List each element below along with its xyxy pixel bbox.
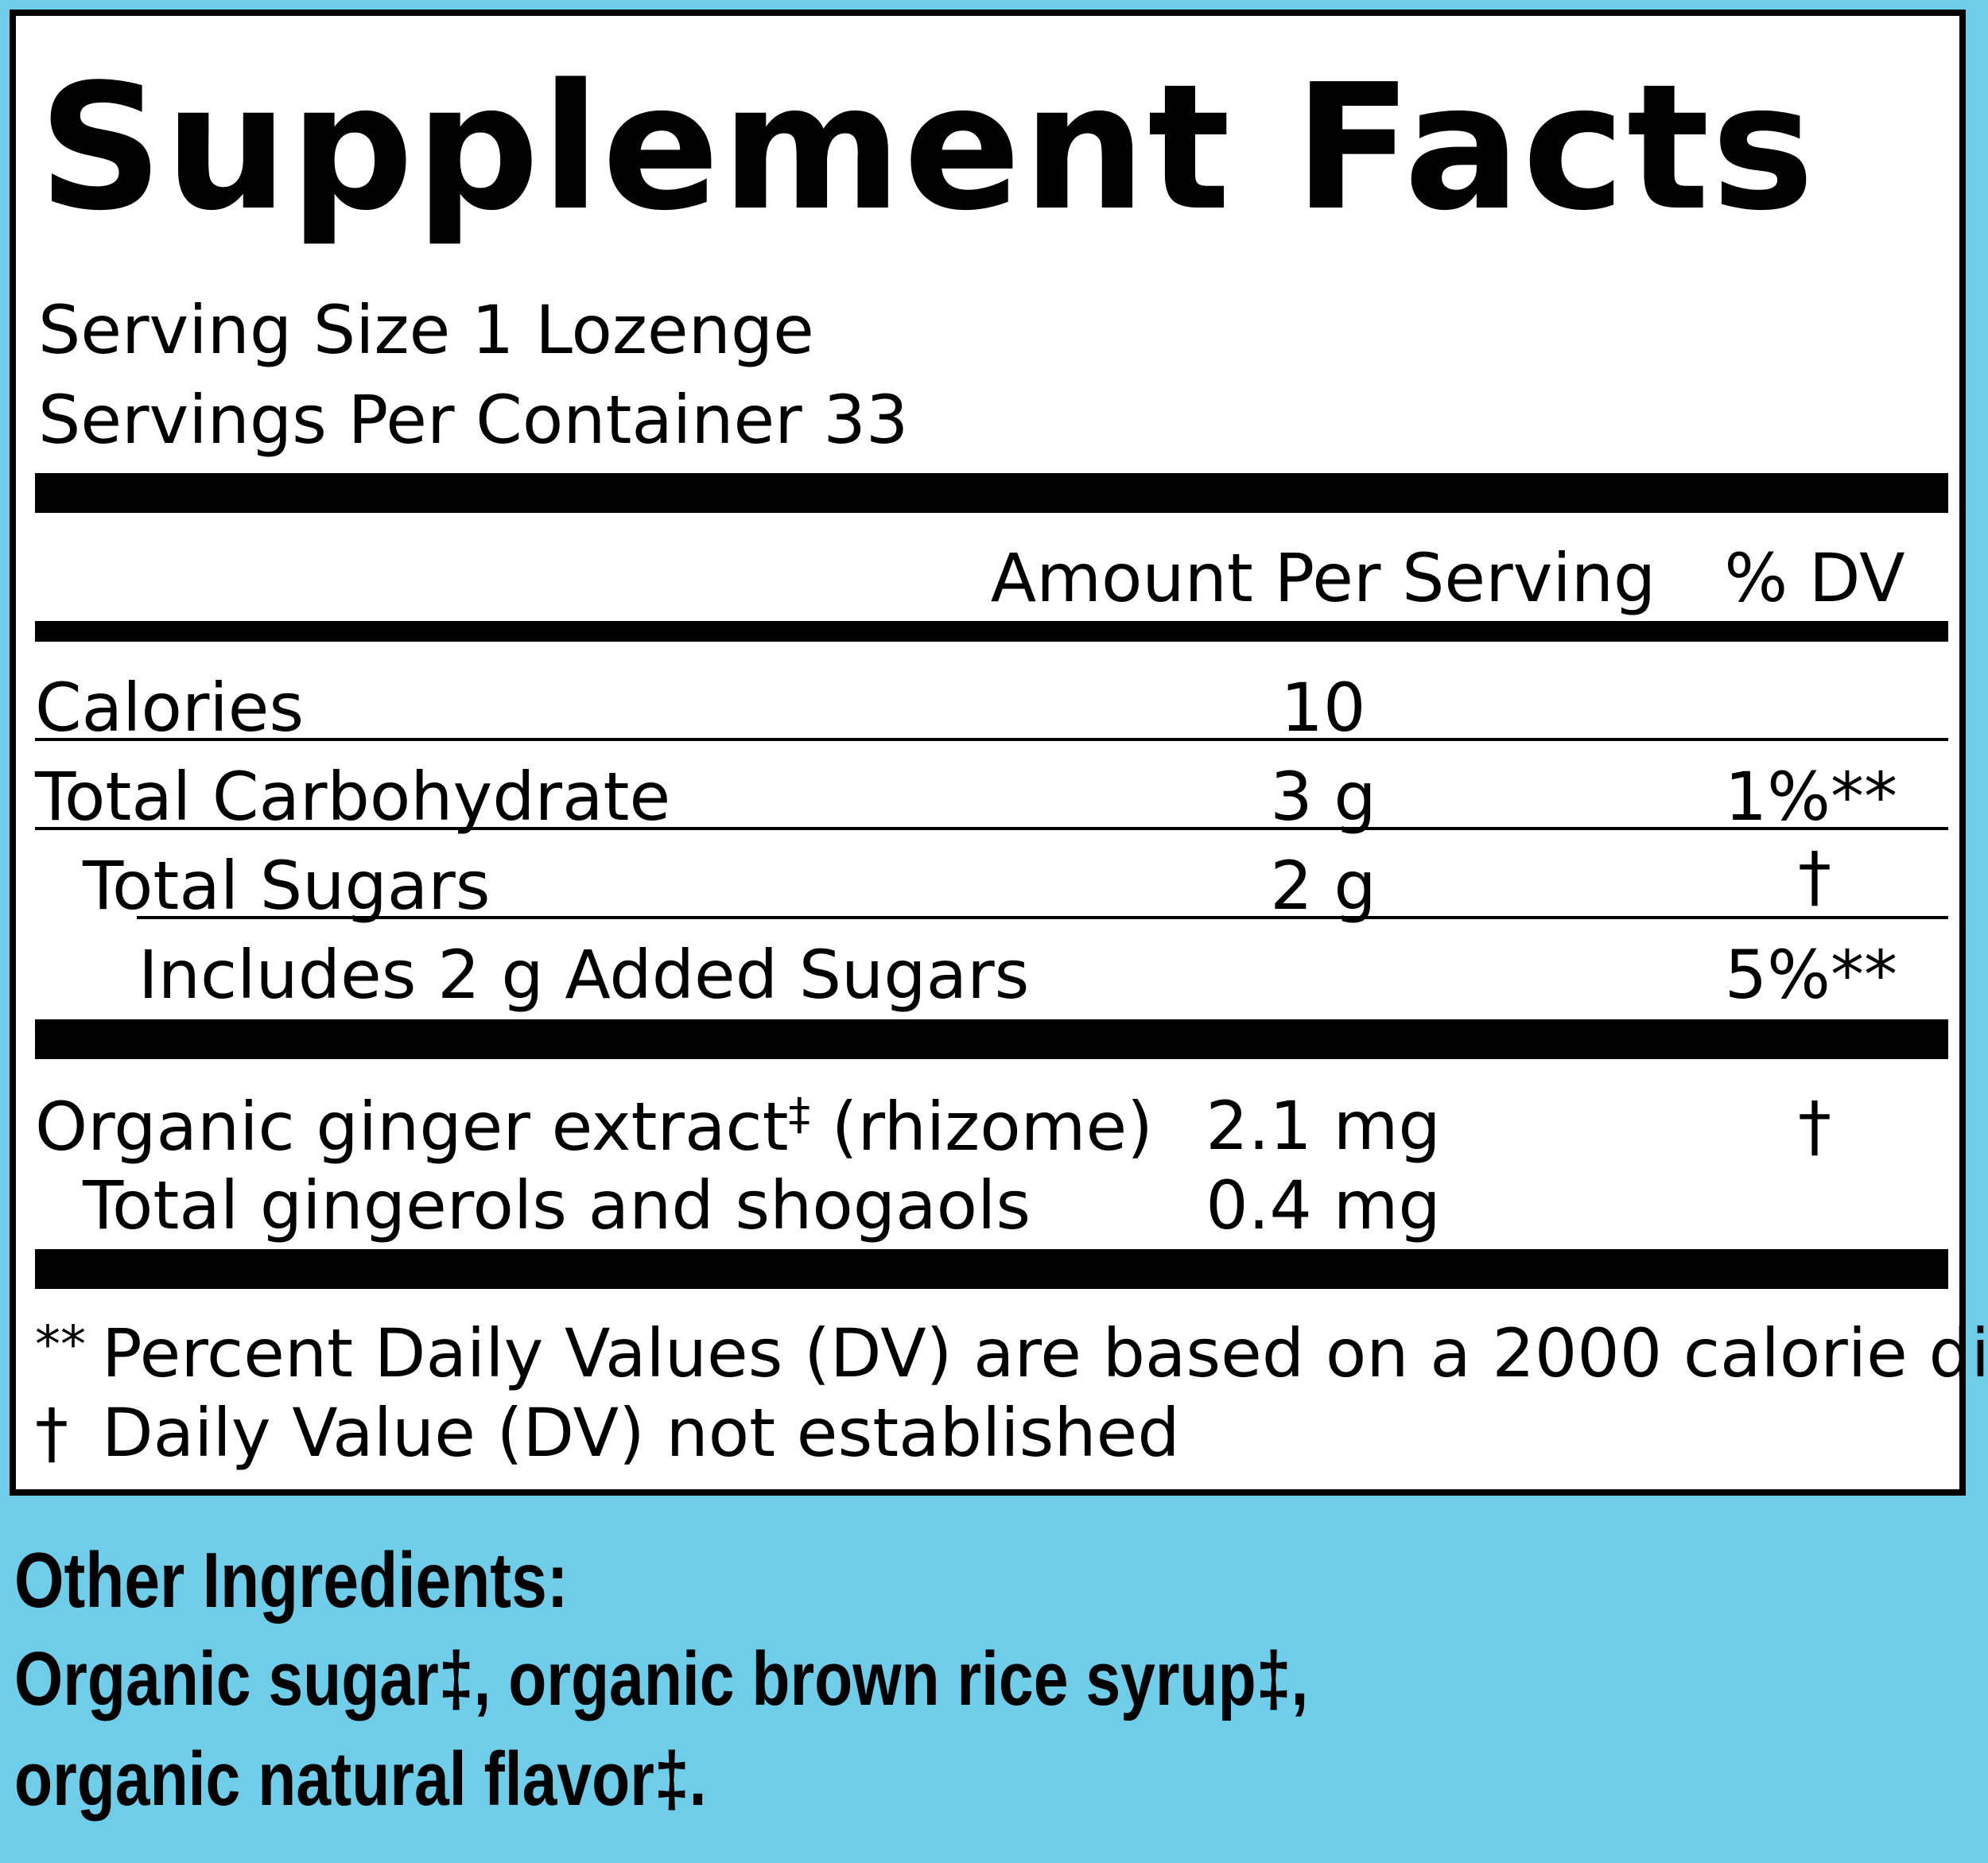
row-name-total-carbohydrate: Total Carbohydrate bbox=[35, 758, 671, 836]
thick-divider bbox=[35, 621, 1948, 642]
header-amount: Amount Per Serving bbox=[990, 539, 1656, 617]
ingredient-name-gingerols: Total gingerols and shogaols bbox=[83, 1166, 1031, 1244]
header-dv: % DV bbox=[1724, 539, 1905, 617]
row-amount-calories: 10 bbox=[1280, 669, 1366, 747]
row-name-total-sugars: Total Sugars bbox=[83, 847, 491, 925]
other-ingredients-line-2: organic natural flavor‡. bbox=[14, 1737, 707, 1822]
ingredient-amount-ginger: 2.1 mg bbox=[1206, 1087, 1441, 1165]
row-amount-total-sugars: 2 g bbox=[1270, 847, 1376, 925]
supplement-facts-panel: Supplement Facts Serving Size 1 Lozenge … bbox=[10, 10, 1988, 1496]
other-ingredients-line-1: Organic sugar‡, organic brown rice syrup… bbox=[14, 1636, 1309, 1721]
row-amount-total-carbohydrate: 3 g bbox=[1270, 758, 1376, 836]
row-name-calories: Calories bbox=[35, 669, 305, 747]
thick-divider bbox=[35, 473, 1948, 513]
footnote-text-dv: Percent Daily Values (DV) are based on a… bbox=[102, 1314, 1988, 1392]
row-dv-total-carbohydrate: 1%** bbox=[1724, 758, 1897, 836]
panel-title: Supplement Facts bbox=[38, 48, 1816, 249]
thick-divider bbox=[35, 1019, 1948, 1059]
servings-per-container: Servings Per Container 33 bbox=[38, 381, 909, 459]
ingredient-amount-gingerols: 0.4 mg bbox=[1206, 1166, 1441, 1244]
thin-divider bbox=[35, 827, 1948, 830]
thin-divider bbox=[137, 916, 1948, 919]
thick-divider bbox=[35, 1249, 1948, 1289]
ingredient-dv-ginger: † bbox=[1798, 1087, 1831, 1165]
other-ingredients-heading: Other Ingredients: bbox=[14, 1536, 569, 1624]
footnote-symbol-dv: ** bbox=[35, 1316, 86, 1375]
footnote-symbol-not-established: † bbox=[35, 1394, 68, 1472]
thin-divider bbox=[35, 738, 1948, 741]
row-dv-added-sugars: 5%** bbox=[1724, 936, 1897, 1014]
ingredient-name-ginger: Organic ginger extract‡ (rhizome) bbox=[35, 1088, 1153, 1166]
footnote-text-not-established: Daily Value (DV) not established bbox=[102, 1394, 1180, 1472]
serving-size: Serving Size 1 Lozenge bbox=[38, 291, 814, 369]
row-name-added-sugars: Includes 2 g Added Sugars bbox=[138, 936, 1030, 1014]
row-dv-total-sugars: † bbox=[1798, 837, 1831, 915]
